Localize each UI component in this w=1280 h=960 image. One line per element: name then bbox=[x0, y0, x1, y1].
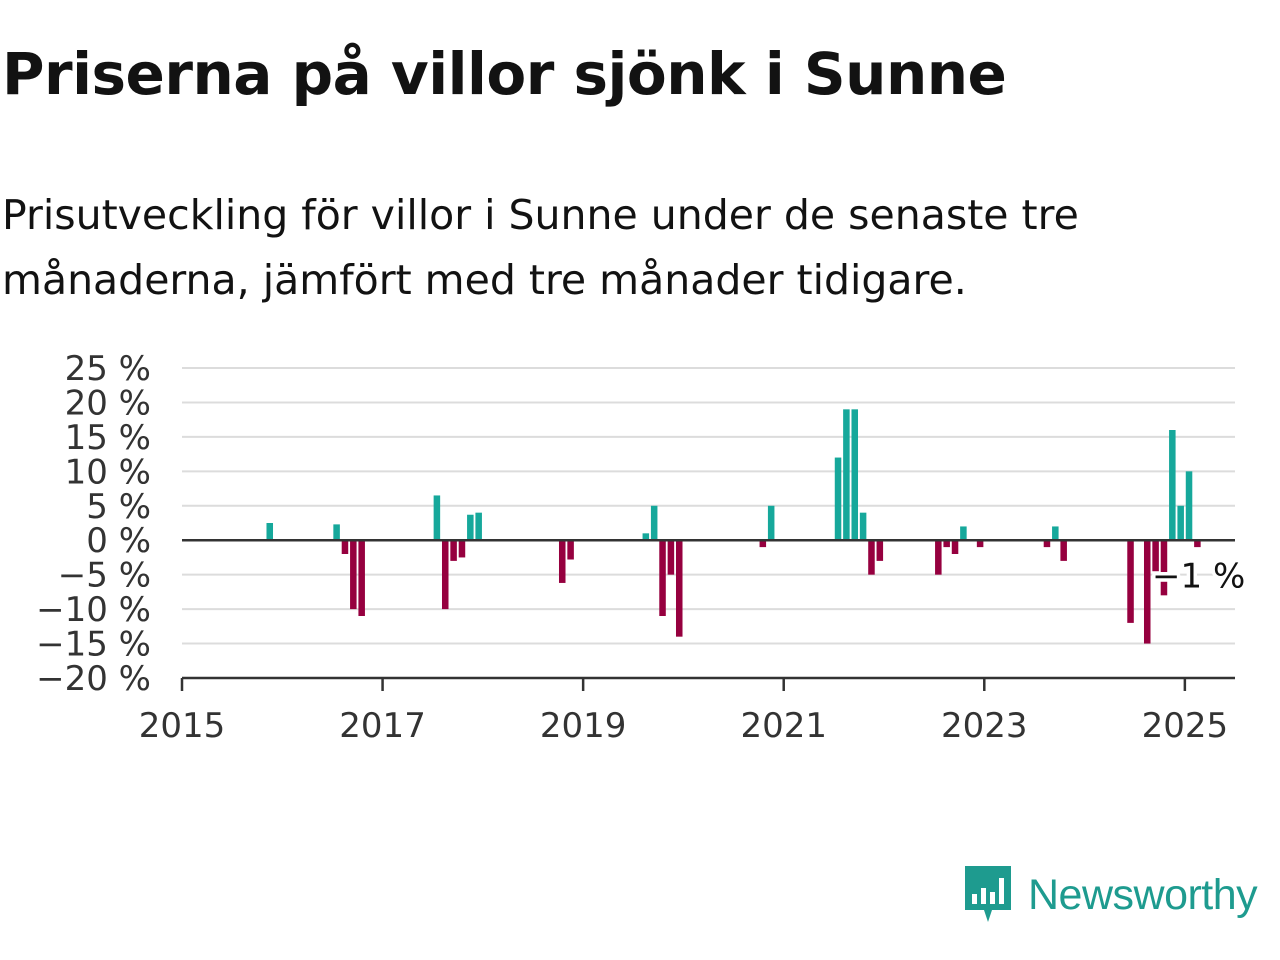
bar bbox=[433, 495, 441, 541]
x-tick-label: 2023 bbox=[941, 706, 1028, 740]
y-tick-label: 20 % bbox=[65, 383, 151, 423]
bar bbox=[1143, 540, 1151, 644]
bar bbox=[1060, 540, 1067, 561]
brand-name: Newsworthy bbox=[1028, 870, 1258, 919]
newsworthy-logo-icon bbox=[965, 866, 1011, 922]
bar bbox=[341, 540, 349, 554]
bar bbox=[567, 540, 574, 560]
x-tick-label: 2015 bbox=[139, 706, 226, 740]
newsworthy-logo: Newsworthy bbox=[962, 864, 1258, 926]
y-tick-label: 0 % bbox=[86, 521, 151, 561]
bar bbox=[358, 540, 365, 616]
bar bbox=[441, 540, 449, 610]
bar bbox=[851, 409, 859, 541]
bar bbox=[935, 540, 942, 575]
bar bbox=[976, 540, 984, 548]
bar bbox=[859, 512, 867, 541]
bar bbox=[1160, 540, 1168, 596]
grid-lines bbox=[182, 367, 1235, 645]
bar bbox=[943, 540, 950, 548]
bar bbox=[350, 540, 357, 610]
y-axis-tick-labels: 25 %20 %15 %10 %5 %0 %−5 %−10 %−15 %−20 … bbox=[36, 349, 151, 699]
chart-subtitle: Prisutveckling för villor i Sunne under … bbox=[2, 191, 1079, 304]
annotation-label: −1 % bbox=[1152, 557, 1245, 597]
bar bbox=[868, 540, 875, 575]
x-tick-label: 2017 bbox=[339, 706, 426, 740]
y-tick-label: 15 % bbox=[65, 418, 151, 458]
bar bbox=[650, 505, 658, 541]
x-tick-label: 2021 bbox=[740, 706, 827, 740]
bar bbox=[834, 457, 842, 541]
bar bbox=[450, 540, 457, 561]
bar bbox=[843, 409, 850, 541]
y-tick-label: −10 % bbox=[36, 590, 151, 630]
bar bbox=[475, 512, 482, 541]
bar bbox=[1185, 471, 1193, 541]
bar bbox=[1169, 430, 1176, 541]
y-tick-label: −15 % bbox=[36, 625, 151, 665]
bar bbox=[467, 514, 474, 541]
x-axis-tick-labels: 2015 2017 2019 2021 2023 2025 bbox=[139, 678, 1228, 740]
bar bbox=[1127, 540, 1134, 623]
y-tick-label: 5 % bbox=[86, 487, 151, 527]
bar bbox=[876, 540, 884, 561]
y-tick-label: −5 % bbox=[58, 556, 151, 596]
annotation: −1 %−1 % bbox=[1149, 553, 1249, 600]
bars bbox=[266, 409, 1201, 644]
bar bbox=[1152, 540, 1159, 572]
bar bbox=[659, 540, 666, 616]
bar bbox=[642, 533, 650, 541]
bar bbox=[266, 523, 274, 541]
x-tick-label: 2019 bbox=[540, 706, 627, 740]
bar bbox=[333, 524, 340, 541]
y-tick-label: 10 % bbox=[65, 452, 151, 492]
annotation-halo: −1 % bbox=[1152, 557, 1245, 597]
bar bbox=[767, 505, 775, 541]
bar bbox=[1052, 526, 1059, 541]
bar bbox=[458, 540, 466, 558]
bar bbox=[1043, 540, 1051, 548]
bar bbox=[1194, 540, 1201, 548]
bar bbox=[667, 540, 675, 575]
bar bbox=[675, 540, 683, 637]
y-tick-label: −20 % bbox=[36, 659, 151, 699]
axes bbox=[182, 538, 1235, 680]
bar bbox=[759, 540, 767, 548]
bar-chart: 25 %20 %15 %10 %5 %0 %−5 %−10 %−15 %−20 … bbox=[36, 349, 1249, 740]
bar bbox=[960, 526, 967, 541]
y-tick-label: 25 % bbox=[65, 349, 151, 389]
bar bbox=[1177, 505, 1184, 541]
x-tick-label: 2025 bbox=[1142, 706, 1229, 740]
chart-title: Priserna på villor sjönk i Sunne bbox=[2, 40, 1007, 108]
bar bbox=[558, 540, 566, 583]
bar bbox=[951, 540, 959, 554]
